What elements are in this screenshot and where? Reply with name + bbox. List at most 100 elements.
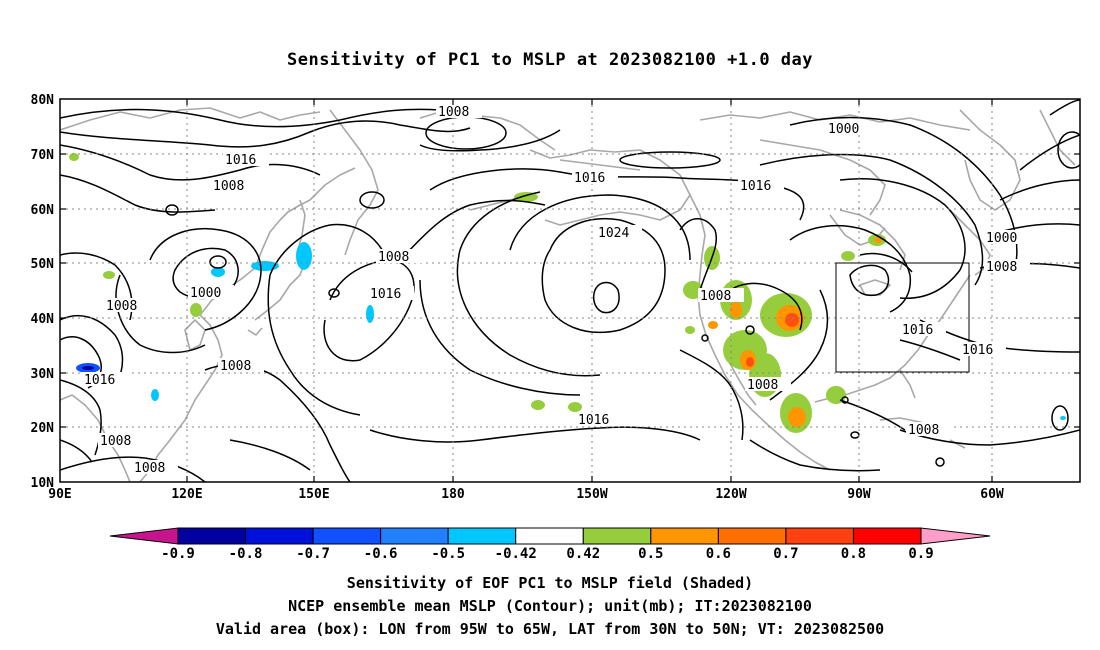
longitude-labels: 90E 120E 150E 180 150W 120W 90W 60W xyxy=(48,487,1004,502)
lat-label: 80N xyxy=(31,93,55,108)
colorbar-cell xyxy=(650,527,719,545)
lat-label: 60N xyxy=(31,203,55,218)
svg-text:1008: 1008 xyxy=(100,434,131,449)
svg-text:1016: 1016 xyxy=(962,343,993,358)
lon-label: 120E xyxy=(171,487,202,502)
colorbar-label: -0.7 xyxy=(296,546,330,562)
svg-text:1016: 1016 xyxy=(370,287,401,302)
colorbar-cell xyxy=(785,527,854,545)
colorbar-cell xyxy=(245,527,314,545)
contour-label-c11: 1016 xyxy=(572,170,618,186)
colorbar-under-triangle xyxy=(109,527,179,545)
shaded-sensitivity xyxy=(69,153,1066,433)
svg-text:1008: 1008 xyxy=(908,423,939,438)
colorbar-cell xyxy=(312,527,382,545)
svg-text:1016: 1016 xyxy=(902,323,933,338)
contour-label-c8: 1008 xyxy=(218,358,264,374)
colorbar-label: 0.9 xyxy=(908,546,933,562)
lon-label: 150W xyxy=(576,487,607,502)
lon-label: 90W xyxy=(847,487,871,502)
contour-label-c16: 1008 xyxy=(745,377,791,393)
svg-text:1008: 1008 xyxy=(438,105,469,120)
colorbar-cell xyxy=(447,527,517,545)
svg-text:1008: 1008 xyxy=(134,461,165,476)
caption-line-1: Sensitivity of EOF PC1 to MSLP field (Sh… xyxy=(346,574,754,592)
svg-text:1008: 1008 xyxy=(700,289,731,304)
lon-label: 180 xyxy=(441,487,465,502)
colorbar-cell xyxy=(852,527,922,545)
contour-label-c5: 1000 xyxy=(188,285,234,301)
colorbar-cell xyxy=(380,527,449,545)
svg-text:1000: 1000 xyxy=(986,231,1017,246)
svg-text:1016: 1016 xyxy=(574,171,605,186)
contour-label-c22: 1008 xyxy=(906,422,952,438)
svg-text:1008: 1008 xyxy=(378,250,409,265)
svg-text:1016: 1016 xyxy=(740,179,771,194)
svg-text:1008: 1008 xyxy=(747,378,778,393)
contour-label-c2: 1016 xyxy=(223,152,269,168)
svg-text:1008: 1008 xyxy=(106,299,137,314)
colorbar-label: 0.5 xyxy=(638,546,663,562)
contour-label-c1: 1008 xyxy=(436,104,482,120)
svg-text:1024: 1024 xyxy=(598,226,629,241)
colorbar-label: 0.8 xyxy=(841,546,866,562)
contour-label-c6: 1008 xyxy=(104,298,150,314)
lat-label: 50N xyxy=(31,257,55,272)
lat-label: 20N xyxy=(31,421,55,436)
valid-area-box xyxy=(835,262,970,373)
svg-text:1008: 1008 xyxy=(220,359,251,374)
contour-label-c12: 1024 xyxy=(596,225,642,241)
contour-label-c4: 1008 xyxy=(376,249,422,265)
tick-marks xyxy=(60,99,1080,482)
map-frame xyxy=(59,98,1081,483)
colorbar-over-triangle xyxy=(920,527,991,545)
contour-label-c23: 1008 xyxy=(132,460,178,476)
contour-label-c15: 1008 xyxy=(698,288,744,304)
svg-text:1016: 1016 xyxy=(84,373,115,388)
colorbar-label: -0.5 xyxy=(431,546,465,562)
contour-label-c9: 1008 xyxy=(98,433,144,449)
lat-label: 70N xyxy=(31,148,55,163)
lon-label: 150E xyxy=(298,487,329,502)
colorbar: -0.9 -0.8 -0.7 -0.6 -0.5 -0.42 0.42 0.5 0.6 0.7 0.… xyxy=(109,527,991,562)
contour-label-c19: 1008 xyxy=(984,259,1030,275)
contour-label-c3: 1008 xyxy=(213,178,261,194)
colorbar-label: -0.9 xyxy=(161,546,195,562)
lon-label: 60W xyxy=(980,487,1004,502)
colorbar-label: -0.42 xyxy=(495,546,537,562)
lat-label: 40N xyxy=(31,312,55,327)
svg-text:1016: 1016 xyxy=(225,153,256,168)
contour-label-c21: 1016 xyxy=(960,342,1006,358)
svg-text:1000: 1000 xyxy=(828,122,859,137)
contour-label-c14: 1016 xyxy=(738,178,784,194)
colorbar-label: 0.42 xyxy=(566,546,600,562)
contour-labels: 1008 1016 1008 1008 1000 1008 1016 1008 … xyxy=(82,104,1030,476)
contour-label-c10: 1016 xyxy=(82,372,128,388)
colorbar-cell xyxy=(515,527,584,545)
grid-lines xyxy=(60,99,1080,482)
lat-label: 30N xyxy=(31,367,55,382)
colorbar-label: -0.8 xyxy=(229,546,263,562)
svg-text:1008: 1008 xyxy=(986,260,1017,275)
contour-label-c7: 1016 xyxy=(368,286,414,302)
colorbar-cell xyxy=(177,527,247,545)
svg-text:1016: 1016 xyxy=(578,413,609,428)
lon-label: 90E xyxy=(48,487,71,502)
contour-label-c20: 1016 xyxy=(900,322,946,338)
lat-label: 10N xyxy=(31,476,55,491)
chart-title: Sensitivity of PC1 to MSLP at 2023082100… xyxy=(286,50,813,70)
colorbar-label: 0.7 xyxy=(773,546,798,562)
caption-line-3: Valid area (box): LON from 95W to 65W, L… xyxy=(215,620,885,638)
colorbar-label: 0.6 xyxy=(706,546,731,562)
lon-label: 120W xyxy=(715,487,746,502)
svg-text:1008: 1008 xyxy=(213,179,244,194)
latitude-labels: 80N 70N 60N 50N 40N 30N 20N 10N xyxy=(31,93,55,491)
colorbar-label: -0.6 xyxy=(364,546,398,562)
caption-line-2: NCEP ensemble mean MSLP (Contour); unit(… xyxy=(288,597,812,615)
contour-label-c13: 1016 xyxy=(576,412,622,428)
colorbar-cell xyxy=(717,527,787,545)
svg-text:1000: 1000 xyxy=(190,286,221,301)
contour-label-c18: 1000 xyxy=(984,230,1030,246)
colorbar-cell xyxy=(582,527,652,545)
